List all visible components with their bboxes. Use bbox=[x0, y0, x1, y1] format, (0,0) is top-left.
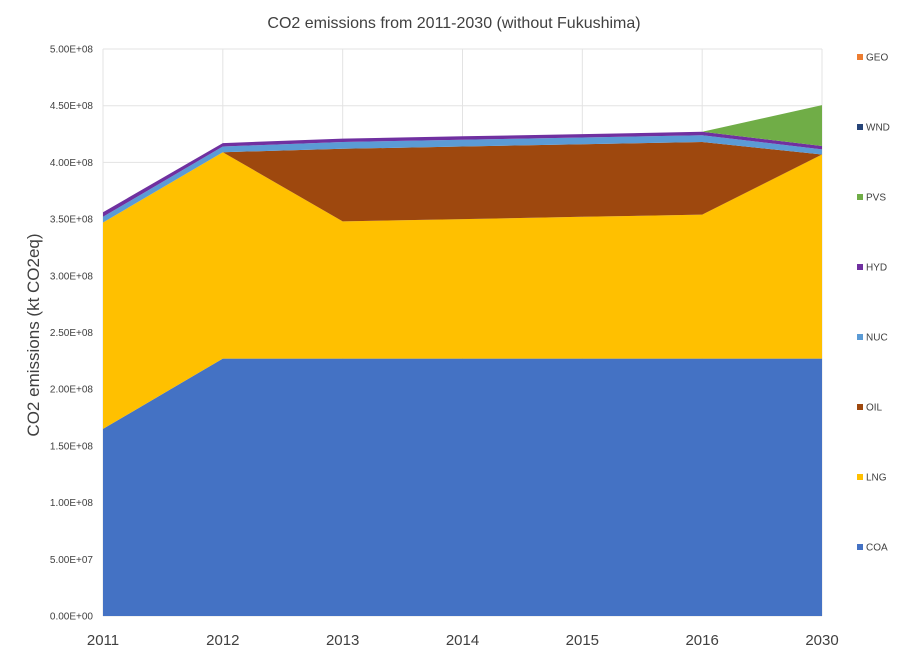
legend-label-geo: GEO bbox=[866, 53, 888, 64]
y-axis-label: CO2 emissions (kt CO2eq) bbox=[24, 233, 43, 436]
legend-swatch-coa bbox=[857, 544, 863, 550]
x-tick-label: 2014 bbox=[446, 632, 479, 649]
x-tick-label: 2015 bbox=[566, 632, 599, 649]
y-tick-label: 3.00E+08 bbox=[50, 271, 94, 282]
legend-label-wnd: WND bbox=[866, 123, 890, 134]
area-coa bbox=[103, 358, 822, 616]
y-tick-label: 1.00E+08 bbox=[50, 498, 94, 509]
y-tick-label: 3.50E+08 bbox=[50, 215, 94, 226]
area-nuc bbox=[103, 135, 822, 223]
legend-swatch-hyd bbox=[857, 264, 863, 270]
area-series-layer bbox=[103, 105, 822, 616]
x-tick-label: 2012 bbox=[206, 632, 239, 649]
x-axis-ticks: 2011 2012 2013 2014 2015 2016 2030 bbox=[87, 632, 839, 649]
y-tick-label: 5.00E+07 bbox=[50, 555, 94, 566]
y-axis-ticks: 0.00E+00 5.00E+07 1.00E+08 1.50E+08 2.00E+08… bbox=[50, 45, 94, 623]
legend-swatch-nuc bbox=[857, 334, 863, 340]
legend-swatch-pvs bbox=[857, 194, 863, 200]
x-tick-label: 2011 bbox=[87, 632, 119, 649]
legend-swatch-wnd bbox=[857, 124, 863, 130]
x-tick-label: 2016 bbox=[685, 632, 718, 649]
area-hyd bbox=[103, 131, 822, 217]
area-oil bbox=[103, 142, 822, 223]
y-tick-label: 4.00E+08 bbox=[50, 158, 94, 169]
x-tick-label: 2030 bbox=[805, 632, 838, 649]
chart-title: CO2 emissions from 2011-2030 (without Fu… bbox=[267, 15, 640, 32]
legend-label-pvs: PVS bbox=[866, 193, 886, 204]
y-tick-label: 1.50E+08 bbox=[50, 441, 94, 452]
legend-label-hyd: HYD bbox=[866, 263, 887, 274]
legend-swatch-lng bbox=[857, 474, 863, 480]
legend-label-nuc: NUC bbox=[866, 333, 888, 344]
y-tick-label: 0.00E+00 bbox=[50, 612, 94, 623]
y-tick-label: 4.50E+08 bbox=[50, 101, 94, 112]
area-lng bbox=[103, 152, 822, 429]
y-tick-label: 5.00E+08 bbox=[50, 45, 94, 56]
legend-label-lng: LNG bbox=[866, 473, 887, 484]
y-tick-label: 2.00E+08 bbox=[50, 385, 94, 396]
y-tick-label: 2.50E+08 bbox=[50, 328, 94, 339]
legend-swatch-geo bbox=[857, 54, 863, 60]
x-tick-label: 2013 bbox=[326, 632, 359, 649]
legend-swatch-oil bbox=[857, 404, 863, 410]
legend: GEO WND PVS HYD NUC OIL LNG COA bbox=[857, 53, 890, 554]
legend-label-oil: OIL bbox=[866, 403, 883, 414]
legend-label-coa: COA bbox=[866, 543, 888, 554]
